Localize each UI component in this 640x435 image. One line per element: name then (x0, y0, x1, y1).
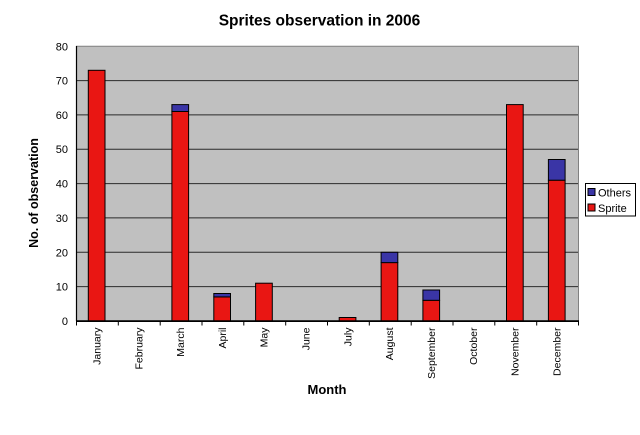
svg-text:April: April (217, 328, 229, 349)
svg-text:September: September (426, 327, 438, 379)
svg-text:0: 0 (62, 316, 68, 328)
svg-text:Sprite: Sprite (598, 203, 627, 215)
svg-text:October: October (468, 327, 480, 365)
svg-text:July: July (342, 327, 354, 346)
svg-text:50: 50 (56, 144, 68, 156)
svg-text:February: February (133, 327, 145, 370)
svg-text:30: 30 (56, 213, 68, 225)
svg-text:60: 60 (56, 110, 68, 122)
svg-text:March: March (175, 327, 187, 356)
svg-text:No. of observation: No. of observation (27, 138, 41, 248)
svg-text:May: May (259, 327, 271, 348)
svg-text:November: November (510, 327, 522, 376)
svg-text:December: December (552, 327, 564, 376)
svg-text:June: June (301, 327, 313, 350)
svg-text:40: 40 (56, 179, 68, 191)
svg-text:10: 10 (56, 282, 68, 294)
svg-text:August: August (384, 327, 396, 360)
svg-text:Others: Others (598, 188, 632, 200)
svg-text:80: 80 (56, 41, 68, 53)
svg-text:20: 20 (56, 247, 68, 259)
svg-text:70: 70 (56, 76, 68, 88)
svg-text:Sprites observation in 2006: Sprites observation in 2006 (219, 12, 421, 29)
svg-text:January: January (91, 327, 103, 365)
svg-text:Month: Month (308, 382, 347, 397)
